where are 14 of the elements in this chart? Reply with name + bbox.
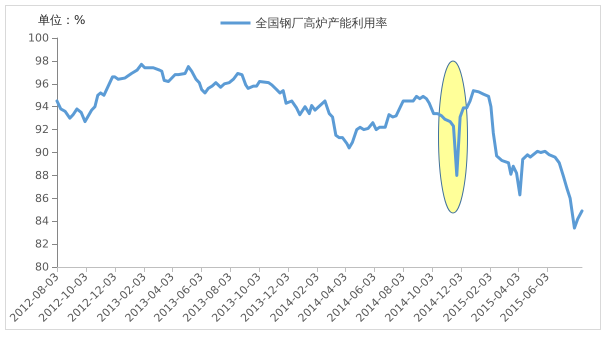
y-tick-label: 100	[28, 32, 49, 44]
y-tick-label: 90	[35, 146, 49, 159]
y-axis-title: 单位：%	[38, 13, 86, 27]
line-series	[56, 62, 584, 230]
y-tick-label: 80	[35, 260, 49, 274]
y-tick-label: 92	[35, 123, 49, 136]
legend-label: 全国钢厂高炉产能利用率	[256, 16, 388, 30]
y-tick-label: 96	[35, 77, 49, 90]
y-tick-label: 98	[35, 54, 49, 68]
y-tick-label: 94	[35, 100, 49, 114]
y-tick-label: 82	[35, 238, 49, 251]
y-tick-label: 86	[35, 192, 49, 205]
y-tick-label: 84	[35, 214, 49, 228]
y-tick-label: 88	[35, 168, 49, 182]
